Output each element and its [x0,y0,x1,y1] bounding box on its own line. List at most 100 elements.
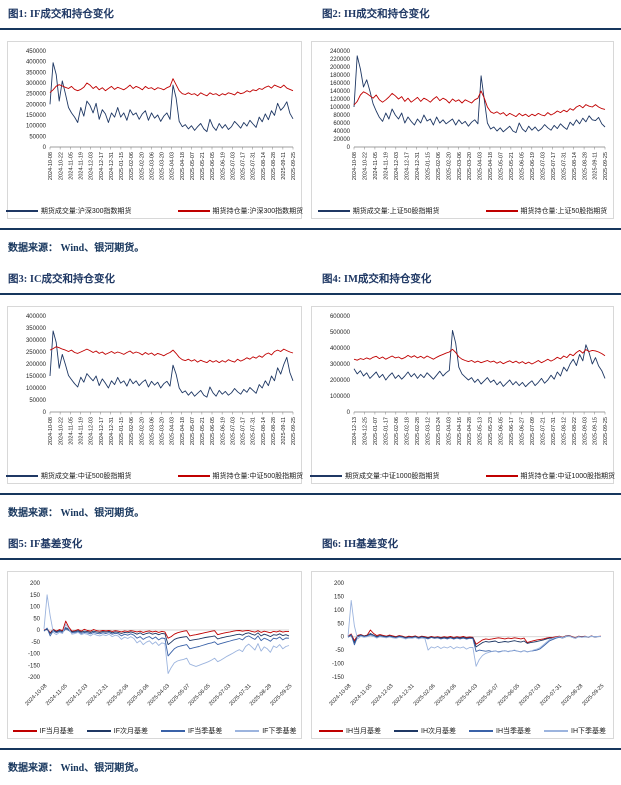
legend-label: 期货持仓量:沪深300指数期货 [212,207,304,215]
svg-text:400000: 400000 [26,60,47,66]
svg-text:200000: 200000 [26,362,47,368]
svg-text:200000: 200000 [26,102,47,108]
svg-text:2024-12-17: 2024-12-17 [404,152,410,180]
svg-text:2025-05-21: 2025-05-21 [509,152,515,180]
svg-text:120000: 120000 [330,97,351,103]
fig6-chart-canvas: -150-100-500501001502002024-10-082024-11… [328,581,605,707]
svg-text:2025-08-14: 2025-08-14 [261,152,267,180]
data-source-line-3: 数据来源： Wind、银河期货。 [8,763,145,774]
svg-text:0: 0 [43,145,47,151]
legend-label: IF下季基差 [262,727,297,735]
fig6-legend: IH当月基差 IH次月基差 IH当季基差 IH下季基差 [312,720,613,741]
svg-text:50: 50 [337,621,344,627]
fig5-title: 图5: IF基差变化 [8,539,83,550]
legend-label: IF当月基差 [39,727,74,735]
svg-text:2025-09-25: 2025-09-25 [291,152,297,180]
svg-text:2025-05-21: 2025-05-21 [200,417,206,445]
fig2-legend: 期货成交量:上证50股指期货 期货持仓量:上证50股指期货 [312,200,613,221]
svg-text:2025-06-19: 2025-06-19 [220,417,226,445]
svg-text:100000: 100000 [330,394,351,400]
chart-row-3: -200 -150 -100 -50 0 50 100 150 200 2024-10-08 202… [0,571,621,739]
svg-text:0: 0 [37,628,41,634]
fig2-panel: 0 20000 40000 60000 80000 100000 120000 140000 1… [311,41,614,219]
svg-text:2024-11-05: 2024-11-05 [373,152,379,180]
legend-label: 期货成交量:中证500股指期货 [40,472,132,480]
legend-line-swatch [161,729,185,732]
fig4-chart-canvas: 0 100000 200000 300000 400000 500000 600000 202… [330,314,609,445]
svg-text:2025-03-12: 2025-03-12 [425,417,431,445]
svg-text:2025-04-03: 2025-04-03 [446,417,452,445]
svg-text:300000: 300000 [26,338,47,344]
svg-text:2025-08-28: 2025-08-28 [582,152,588,180]
legend-item: IF当月基差 [12,726,74,736]
svg-text:160000: 160000 [330,81,351,87]
svg-text:2025-09-11: 2025-09-11 [593,152,599,180]
svg-text:2025-03-06: 2025-03-06 [457,152,463,180]
fig1-panel: 0 50000 100000 150000 200000 250000 300000 3500… [5,41,304,221]
svg-text:2025-02-06: 2025-02-06 [129,417,135,445]
svg-text:2025-01-15: 2025-01-15 [425,152,431,180]
svg-text:2025-05-23: 2025-05-23 [488,417,494,445]
svg-text:2025-08-22: 2025-08-22 [572,417,578,445]
svg-text:2025-06-19: 2025-06-19 [530,152,536,180]
svg-text:-50: -50 [335,648,344,654]
svg-text:50000: 50000 [29,398,46,404]
legend-item: 期货成交量:中证1000股指期货 [309,471,440,481]
svg-text:2025-05-21: 2025-05-21 [200,152,206,180]
svg-text:50000: 50000 [29,134,46,140]
svg-text:20000: 20000 [333,137,350,143]
divider-rule [0,748,621,750]
svg-text:2025-06-19: 2025-06-19 [220,152,226,180]
fig4-title: 图4: IM成交和持仓变化 [322,274,432,285]
divider-rule [0,558,621,560]
svg-text:2025-05-13: 2025-05-13 [478,417,484,445]
legend-item: IH次月基差 [394,726,456,736]
svg-text:2025-03-06: 2025-03-06 [149,417,155,445]
svg-text:2025-07-03: 2025-07-03 [230,152,236,180]
svg-text:2025-02-06: 2025-02-06 [394,417,400,445]
legend-item: IF次月基差 [86,726,148,736]
legend-item: IH下季基差 [544,726,606,736]
svg-text:2024-12-25: 2024-12-25 [363,417,369,445]
svg-text:2025-05-07: 2025-05-07 [190,152,196,180]
svg-text:2025-04-03: 2025-04-03 [170,152,176,180]
svg-text:2025-01-17: 2025-01-17 [384,417,390,445]
fig1-legend: 期货成交量:沪深300指数期货 期货持仓量:沪深300指数期货 [5,200,304,221]
svg-text:2024-12-31: 2024-12-31 [415,152,421,180]
data-source-line-1: 数据来源： Wind、银河期货。 [8,243,145,254]
svg-text:60000: 60000 [333,121,350,127]
svg-text:2025-08-28: 2025-08-28 [271,417,277,445]
svg-text:2024-11-05: 2024-11-05 [68,152,74,180]
svg-text:2025-02-06: 2025-02-06 [436,152,442,180]
svg-text:2024-12-17: 2024-12-17 [99,417,105,445]
legend-line-swatch [394,729,418,732]
svg-text:2025-06-05: 2025-06-05 [520,152,526,180]
fig6-title: 图6: IH基差变化 [322,539,399,550]
svg-text:2025-08-14: 2025-08-14 [261,417,267,445]
svg-text:600000: 600000 [330,314,351,320]
svg-text:2025-06-05: 2025-06-05 [210,152,216,180]
svg-text:2025-09-25: 2025-09-25 [603,152,609,180]
legend-line-swatch [5,474,38,477]
svg-text:2024-11-19: 2024-11-19 [79,417,85,445]
fig2-chart-canvas: 0 20000 40000 60000 80000 100000 120000 140000 1… [330,49,609,180]
svg-text:2025-09-25: 2025-09-25 [291,417,297,445]
legend-label: 期货持仓量:中证500股指期货 [212,472,304,480]
chart-row-2: 0 50000 100000 150000 200000 250000 300000 3500… [0,306,621,484]
figure-titles-row-2: 图3: IC成交和持仓变化 图4: IM成交和持仓变化 [0,265,621,293]
fig3-title: 图3: IC成交和持仓变化 [8,274,116,285]
svg-text:100: 100 [334,608,345,614]
svg-text:300000: 300000 [26,81,47,87]
svg-text:2024-10-08: 2024-10-08 [328,683,352,707]
svg-text:2025-07-03: 2025-07-03 [540,152,546,180]
svg-text:0: 0 [347,145,351,151]
legend-item: IF当季基差 [161,726,222,736]
svg-text:2025-09-03: 2025-09-03 [582,417,588,445]
svg-text:2025-04-16: 2025-04-16 [457,417,463,445]
svg-text:-150: -150 [332,675,345,681]
svg-text:2025-07-31: 2025-07-31 [551,417,557,445]
svg-text:350000: 350000 [26,70,47,76]
svg-text:2024-10-22: 2024-10-22 [363,152,369,180]
svg-text:150: 150 [30,593,41,599]
svg-text:2025-03-20: 2025-03-20 [160,417,166,445]
